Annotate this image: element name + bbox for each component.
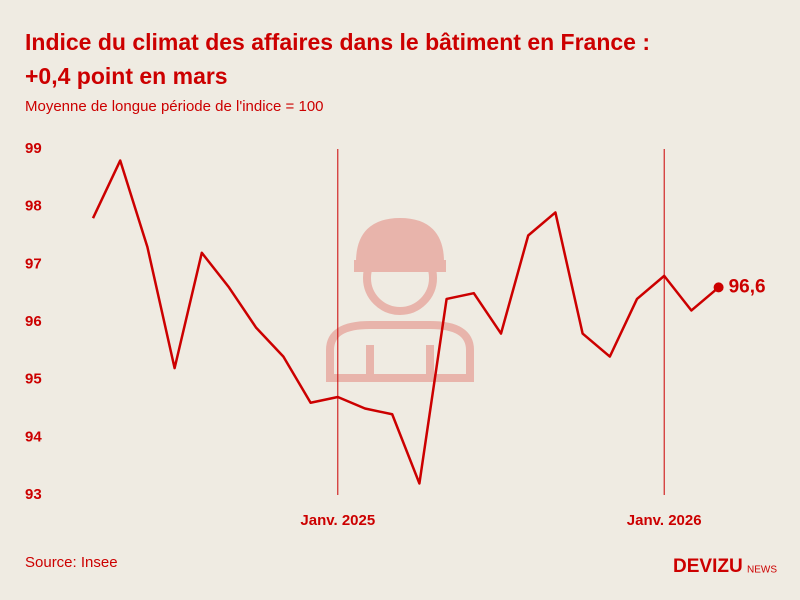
worker-icon: [326, 217, 474, 382]
value-label: 96,6: [729, 276, 766, 297]
y-tick-label: 93: [25, 486, 42, 503]
chart-title: +0,4 point en mars: [25, 63, 228, 89]
brand-suffix: NEWS: [747, 565, 777, 576]
brand: DEVIZU: [673, 556, 743, 577]
data-line: [91, 159, 720, 485]
chart-title: Indice du climat des affaires dans le bâ…: [25, 29, 650, 55]
x-tick-label: Janv. 2025: [300, 512, 375, 529]
source: Source: Insee: [25, 554, 118, 571]
y-tick-label: 94: [25, 428, 42, 445]
y-tick-label: 97: [25, 255, 42, 272]
y-tick-label: 98: [25, 198, 42, 215]
y-tick-label: 99: [25, 140, 42, 157]
chart-subtitle: Moyenne de longue période de l'indice = …: [25, 98, 324, 115]
y-tick-label: 96: [25, 313, 42, 330]
end-point: [713, 282, 724, 293]
y-tick-label: 95: [25, 371, 42, 388]
x-tick-label: Janv. 2026: [627, 512, 702, 529]
